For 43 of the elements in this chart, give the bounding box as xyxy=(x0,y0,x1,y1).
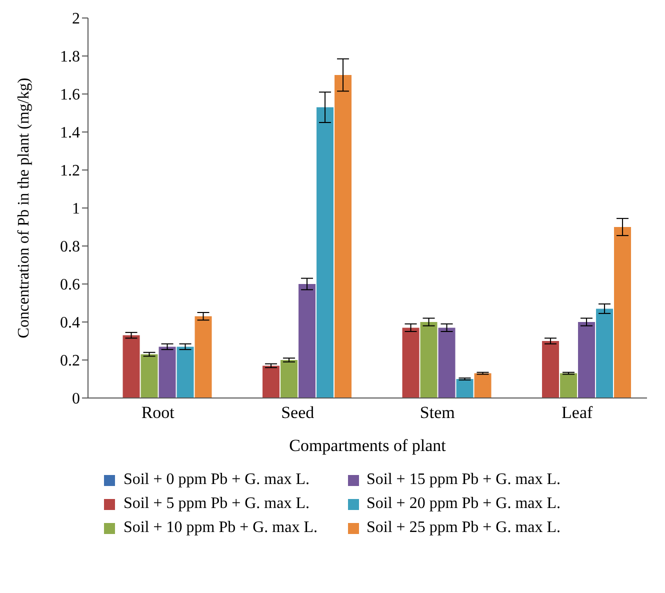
x-tick-label: Leaf xyxy=(562,403,594,422)
legend-label: Soil + 20 ppm Pb + G. max L. xyxy=(366,495,561,513)
bar xyxy=(578,322,596,398)
y-tick-label: 0.4 xyxy=(60,314,80,332)
bar xyxy=(334,75,352,398)
y-tick-label: 1.8 xyxy=(60,48,80,66)
bar xyxy=(420,322,438,398)
y-tick-label: 2 xyxy=(72,10,80,28)
bar xyxy=(614,227,632,398)
bar xyxy=(596,308,614,398)
bar xyxy=(560,373,578,398)
bar xyxy=(140,354,158,398)
bar xyxy=(262,366,280,398)
y-axis-title: Concentration of Pb in the plant (mg/kg) xyxy=(16,78,33,338)
legend-label: Soil + 0 ppm Pb + G. max L. xyxy=(123,471,310,489)
y-tick-label: 1 xyxy=(72,200,80,218)
y-tick-label: 0 xyxy=(72,390,80,408)
y-tick-label: 1.4 xyxy=(60,124,80,142)
bar xyxy=(316,107,334,398)
legend-label: Soil + 5 ppm Pb + G. max L. xyxy=(123,495,310,513)
bar xyxy=(298,284,316,398)
bar xyxy=(456,379,474,398)
bar xyxy=(122,335,140,398)
y-tick-label: 0.6 xyxy=(60,276,80,294)
bar xyxy=(542,341,560,398)
x-tick-label: Stem xyxy=(420,403,455,422)
y-tick-label: 0.2 xyxy=(60,352,80,370)
bar xyxy=(402,328,420,398)
bar xyxy=(438,328,456,398)
bar xyxy=(176,346,194,398)
x-tick-label: Root xyxy=(141,403,175,422)
bar xyxy=(194,316,212,398)
x-tick-label: Seed xyxy=(281,403,315,422)
x-axis-title: Compartments of plant xyxy=(289,436,446,455)
legend-label: Soil + 15 ppm Pb + G. max L. xyxy=(366,471,561,489)
bar xyxy=(474,373,492,398)
y-tick-label: 1.2 xyxy=(60,162,80,180)
y-tick-label: 0.8 xyxy=(60,238,80,256)
bar xyxy=(158,346,176,398)
legend-label: Soil + 10 ppm Pb + G. max L. xyxy=(123,519,318,537)
legend-label: Soil + 25 ppm Pb + G. max L. xyxy=(366,519,561,537)
bar xyxy=(280,360,298,398)
y-tick-label: 1.6 xyxy=(60,86,80,104)
